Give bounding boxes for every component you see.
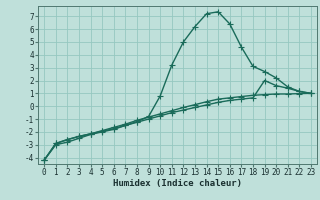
X-axis label: Humidex (Indice chaleur): Humidex (Indice chaleur) [113, 179, 242, 188]
